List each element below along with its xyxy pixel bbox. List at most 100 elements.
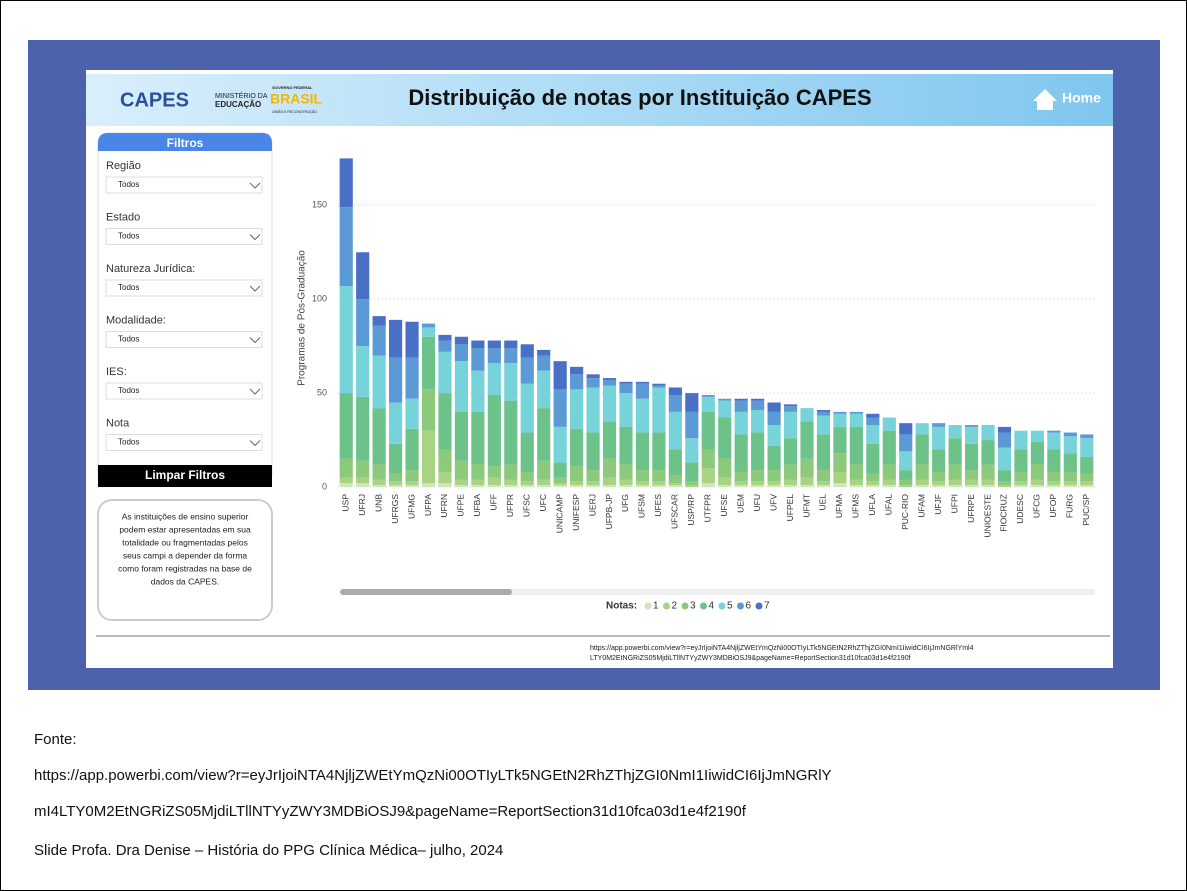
bar-segment [1080,434,1094,439]
bar-segment [981,464,995,480]
dashboard-url: LTY0M2EtNGRiZS05MjdiLTllNTYyZWY3MDBiOSJ9… [590,655,911,662]
x-tick-label: UFBA [472,494,482,517]
dropdown-arrow[interactable] [249,285,261,292]
bar-segment [405,357,419,399]
x-tick-label: UFMS [851,494,861,518]
bar-segment [372,479,386,486]
bar-segment [1030,441,1044,465]
dropdown-arrow[interactable] [249,182,261,189]
bar-segment [389,402,403,444]
bar-segment [356,396,370,461]
bar-segment [356,483,370,487]
home-link[interactable]: Home [1062,90,1101,106]
bar-segment [389,481,403,486]
bar-segment [635,470,650,482]
dropdown[interactable] [105,279,263,297]
bar-segment [734,471,748,482]
clear-button-label[interactable]: Limpar Filtros [145,468,225,482]
dropdown[interactable] [105,382,263,400]
dropdown[interactable] [105,434,263,451]
x-tick-label: UFPB-JP [604,494,614,530]
dropdown-value[interactable]: Todos [118,438,139,447]
dropdown-value[interactable]: Todos [118,335,139,344]
bar-segment [471,411,485,465]
bar-segment [421,336,436,390]
bar-segment [586,387,600,433]
note-line: dados da CAPES. [151,576,220,586]
filter-label: Modalidade: [106,314,166,326]
bar-segment [339,458,353,478]
bar-segment [866,443,880,474]
bar-segment [356,252,370,300]
note-line: As instituições de ensino superior [122,511,249,521]
dropdown-arrow[interactable] [249,440,261,447]
bar-segment [1063,481,1077,486]
x-tick-label: UFF [489,494,499,511]
bar-segment [915,479,929,486]
legend-label: 3 [690,601,696,612]
bar-segment [932,449,946,472]
bar-segment [421,483,436,487]
dropdown[interactable] [105,331,263,348]
note-line: podem estar apresentadas em sua [119,524,251,534]
bar-segment [1030,430,1044,442]
dropdown-arrow[interactable] [249,337,261,344]
bar-segment [537,370,551,409]
bar-segment [1014,449,1028,472]
bar-segment [685,485,699,487]
clear-button[interactable] [98,465,272,487]
logo-gov: GOVERNO FEDERAL [272,85,313,90]
dropdown-value[interactable]: Todos [118,283,139,292]
bar-segment [833,413,847,427]
bar-segment [652,383,666,386]
x-tick-label: UERJ [587,494,597,516]
bar-segment [553,361,567,390]
dropdown-value[interactable]: Todos [118,386,139,395]
bar-segment [800,458,814,478]
bar-segment [619,485,633,487]
x-tick-label: UFSE [719,494,729,517]
bar-segment [471,370,485,412]
bar-segment [586,374,600,379]
dropdown-value[interactable]: Todos [118,180,139,189]
bar-segment [718,458,732,478]
bar-segment [981,440,995,465]
dropdown[interactable] [105,176,263,194]
bar-segment [816,415,831,435]
bar-segment [652,481,666,486]
bar-segment [1080,456,1094,474]
scrollbar-track[interactable] [340,589,1095,595]
bar-segment [504,400,518,465]
bar-segment [570,481,584,486]
dropdown-value[interactable]: Todos [118,232,139,241]
bar-segment [1063,471,1077,482]
scrollbar-thumb[interactable] [340,589,512,595]
legend-label: 4 [709,601,715,612]
bar-segment [635,381,650,384]
bar-segment [389,357,403,403]
logo-gov: UNIÃO E RECONSTRUÇÃO [272,109,317,114]
bar-segment [339,158,353,208]
bar-segment [1047,471,1061,482]
dropdown[interactable] [105,228,263,245]
bar-segment [899,470,913,480]
bar-segment [635,398,650,433]
bar-segment [487,466,501,478]
y-tick-label: 0 [322,481,327,491]
bar-segment [997,447,1012,471]
x-tick-label: UFLA [867,494,877,516]
bar-segment [602,385,617,422]
bar-segment [997,470,1012,482]
bar-segment [438,483,452,487]
bar-segment [734,398,748,401]
bar-segment [520,357,534,384]
bar-segment [882,479,896,486]
dropdown-arrow[interactable] [249,234,261,241]
x-tick-label: PUC/SP [1081,494,1091,526]
bar-segment [1080,438,1094,457]
bar-segment [570,485,584,487]
dropdown-arrow[interactable] [249,388,261,395]
bar-segment [454,460,469,480]
home-icon[interactable] [1033,89,1057,110]
legend-swatch [737,602,744,610]
